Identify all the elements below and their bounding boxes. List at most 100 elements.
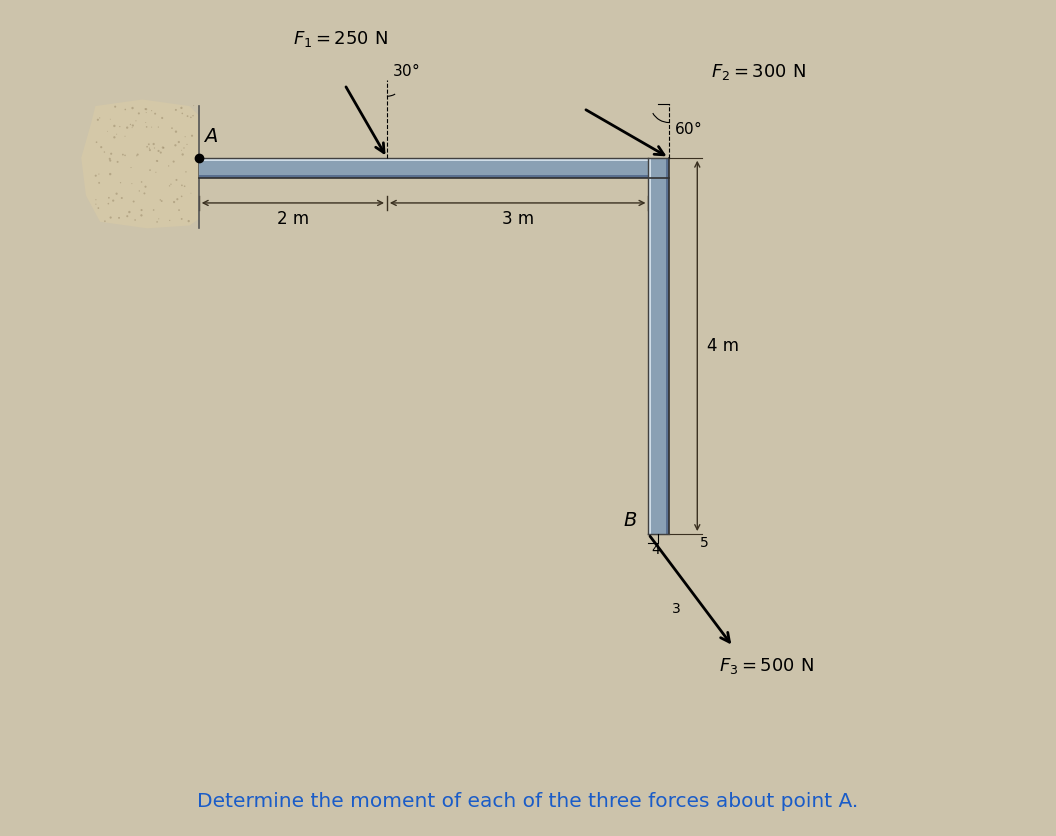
Point xyxy=(101,154,118,167)
Point xyxy=(175,141,192,155)
Point xyxy=(148,154,165,167)
Point xyxy=(142,144,158,157)
Point xyxy=(133,209,150,222)
Point xyxy=(178,138,195,151)
Point xyxy=(133,203,150,217)
Point xyxy=(166,196,183,209)
Point xyxy=(153,194,170,207)
Point xyxy=(102,147,119,161)
Point xyxy=(176,130,193,144)
Point xyxy=(138,120,155,134)
Polygon shape xyxy=(652,158,666,534)
Text: $F_1 = 250\ \mathrm{N}$: $F_1 = 250\ \mathrm{N}$ xyxy=(293,28,388,48)
Point xyxy=(108,128,125,141)
Point xyxy=(173,190,190,203)
Point xyxy=(142,163,158,176)
Point xyxy=(167,139,184,152)
Point xyxy=(148,166,165,179)
Point xyxy=(125,101,142,115)
Point xyxy=(150,120,167,134)
Point xyxy=(88,135,105,149)
Point xyxy=(176,180,193,193)
Point xyxy=(144,120,161,134)
Point xyxy=(163,177,180,191)
Point xyxy=(90,201,107,215)
Point xyxy=(116,149,133,162)
Point xyxy=(145,203,162,217)
Point xyxy=(180,110,196,123)
Point xyxy=(177,166,194,179)
Text: 4: 4 xyxy=(652,543,660,558)
Point xyxy=(124,121,140,135)
Point xyxy=(121,206,138,219)
Point xyxy=(162,214,178,227)
Point xyxy=(137,103,154,116)
Point xyxy=(155,141,172,155)
Point xyxy=(154,111,171,125)
Point xyxy=(101,113,118,126)
Polygon shape xyxy=(199,176,670,179)
Point xyxy=(170,135,187,149)
Point xyxy=(152,193,169,206)
Text: 5: 5 xyxy=(700,536,709,550)
Point xyxy=(118,121,135,135)
Point xyxy=(168,173,185,186)
Point xyxy=(107,100,124,114)
Point xyxy=(111,120,128,133)
Point xyxy=(91,111,108,125)
Point xyxy=(93,140,110,154)
Text: 3 m: 3 m xyxy=(502,210,533,227)
Point xyxy=(150,212,167,226)
Point xyxy=(108,187,125,201)
Point xyxy=(169,192,186,206)
Point xyxy=(137,116,154,130)
Polygon shape xyxy=(648,158,652,534)
Text: 4 m: 4 m xyxy=(706,337,739,355)
Point xyxy=(144,104,161,117)
Point xyxy=(100,191,117,205)
Point xyxy=(181,214,197,227)
Text: $F_3 = 500\ \mathrm{N}$: $F_3 = 500\ \mathrm{N}$ xyxy=(719,656,814,676)
Point xyxy=(88,197,105,211)
Point xyxy=(101,167,118,181)
Point xyxy=(146,141,163,155)
Point xyxy=(96,215,113,228)
Point xyxy=(173,101,190,115)
Point xyxy=(105,194,121,207)
Point xyxy=(149,215,166,228)
Point xyxy=(173,212,190,226)
Text: 2 m: 2 m xyxy=(277,210,309,227)
Point xyxy=(142,141,158,155)
Point xyxy=(91,167,108,181)
Point xyxy=(88,169,105,182)
Polygon shape xyxy=(199,161,670,176)
Text: $F_2 = 300\ \mathrm{N}$: $F_2 = 300\ \mathrm{N}$ xyxy=(712,62,807,82)
Point xyxy=(162,179,178,192)
Point xyxy=(88,193,105,206)
Point xyxy=(140,138,157,151)
Point xyxy=(100,197,117,211)
Point xyxy=(101,152,118,166)
Point xyxy=(117,103,134,116)
Point xyxy=(116,130,133,143)
Point xyxy=(128,115,145,128)
Point xyxy=(137,106,154,120)
Point xyxy=(185,109,202,122)
Point xyxy=(146,137,163,150)
Text: B: B xyxy=(624,512,637,530)
Point xyxy=(133,176,150,189)
Point xyxy=(174,148,191,161)
Point xyxy=(99,125,116,138)
Point xyxy=(154,140,171,154)
Point xyxy=(168,103,185,116)
Point xyxy=(185,99,202,112)
Point xyxy=(128,149,145,162)
Point xyxy=(109,155,126,169)
Polygon shape xyxy=(666,158,670,534)
Polygon shape xyxy=(199,158,670,161)
Point xyxy=(138,140,155,154)
Point xyxy=(173,179,190,192)
Point xyxy=(91,176,108,190)
Point xyxy=(136,102,153,115)
Point xyxy=(114,148,131,161)
